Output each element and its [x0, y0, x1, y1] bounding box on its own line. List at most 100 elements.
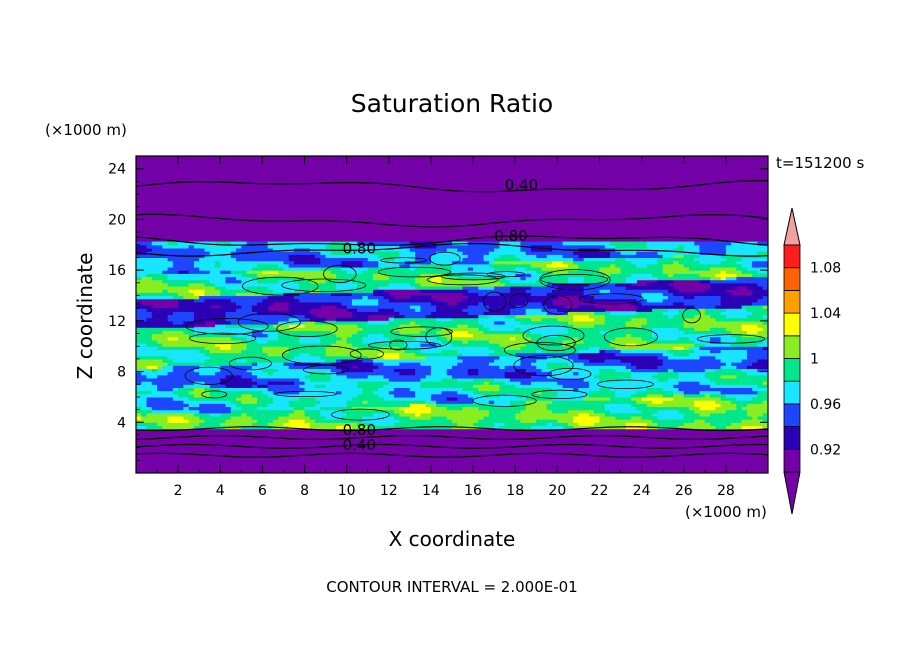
field-cell: [167, 381, 174, 385]
field-cell: [367, 400, 374, 404]
field-cell: [146, 422, 153, 427]
field-cell: [452, 419, 458, 423]
field-cell: [478, 336, 485, 341]
field-cell: [304, 270, 311, 274]
field-cell: [404, 260, 411, 265]
field-cell: [499, 390, 506, 395]
field-cell: [578, 371, 585, 376]
field-cell: [230, 358, 237, 363]
field-cell: [583, 412, 590, 417]
field-cell: [415, 257, 421, 262]
field-cell: [588, 349, 595, 354]
field-cell: [241, 320, 248, 325]
field-cell: [425, 263, 432, 268]
field-cell: [452, 415, 458, 420]
field-cell: [262, 289, 269, 293]
field-cell: [167, 320, 174, 325]
field-cell: [546, 244, 553, 249]
field-cell: [541, 317, 548, 322]
field-cell: [488, 339, 495, 344]
field-cell: [388, 387, 395, 392]
field-cell: [499, 425, 506, 430]
field-cell: [209, 403, 216, 408]
field-cell: [330, 368, 337, 373]
field-cell: [488, 254, 495, 259]
field-cell: [294, 324, 300, 328]
field-cell: [462, 336, 469, 341]
field-cell: [341, 317, 348, 322]
field-cell: [531, 285, 537, 290]
field-cell: [257, 257, 263, 262]
field-cell: [199, 396, 206, 401]
field-cell: [320, 317, 327, 322]
field-cell: [146, 260, 153, 265]
field-cell: [325, 374, 332, 379]
field-cell: [378, 339, 385, 344]
field-cell: [209, 285, 216, 290]
field-cell: [404, 266, 411, 271]
field-cell: [257, 352, 263, 357]
field-cell: [430, 308, 437, 312]
field-cell: [204, 285, 211, 290]
field-cell: [294, 251, 300, 255]
field-cell: [341, 320, 348, 325]
field-cell: [436, 390, 443, 395]
field-cell: [309, 343, 316, 347]
field-cell: [236, 349, 242, 354]
field-cell: [552, 419, 558, 423]
field-cell: [157, 362, 163, 366]
field-cell: [394, 400, 400, 404]
field-cell: [531, 254, 537, 259]
field-cell: [483, 374, 490, 379]
field-cell: [230, 330, 237, 335]
field-cell: [267, 276, 274, 281]
field-cell: [362, 355, 369, 360]
field-cell: [504, 336, 511, 341]
field-cell: [236, 251, 242, 255]
field-cell: [215, 285, 221, 290]
field-cell: [399, 346, 406, 350]
field-cell: [567, 339, 574, 344]
field-cell: [457, 333, 464, 338]
field-cell: [167, 279, 174, 284]
field-cell: [299, 317, 306, 322]
field-cell: [541, 409, 548, 414]
field-cell: [225, 285, 232, 290]
field-cell: [188, 396, 195, 401]
field-cell: [336, 285, 342, 290]
field-cell: [257, 273, 263, 278]
field-cell: [225, 406, 232, 411]
field-cell: [325, 396, 332, 401]
field-cell: [178, 263, 184, 268]
field-cell: [583, 295, 590, 300]
field-cell: [251, 412, 258, 417]
field-cell: [178, 393, 184, 398]
field-cell: [178, 374, 184, 379]
field-cell: [320, 365, 327, 369]
field-cell: [136, 352, 142, 357]
field-cell: [136, 368, 142, 373]
field-cell: [441, 425, 448, 430]
field-cell: [373, 406, 379, 411]
field-cell: [473, 270, 479, 274]
field-cell: [367, 339, 374, 344]
field-cell: [467, 343, 474, 347]
field-cell: [383, 368, 390, 373]
field-cell: [183, 384, 190, 389]
field-cell: [415, 349, 421, 354]
field-cell: [430, 415, 437, 420]
field-cell: [220, 279, 227, 284]
field-cell: [230, 285, 237, 290]
field-cell: [336, 362, 342, 366]
field-cell: [578, 403, 585, 408]
field-cell: [509, 409, 516, 414]
field-cell: [151, 384, 158, 389]
field-cell: [146, 374, 153, 379]
field-cell: [373, 352, 379, 357]
field-cell: [346, 339, 353, 344]
field-cell: [557, 320, 564, 325]
field-cell: [541, 403, 548, 408]
field-cell: [209, 298, 216, 303]
field-cell: [157, 422, 163, 427]
field-cell: [309, 251, 316, 255]
